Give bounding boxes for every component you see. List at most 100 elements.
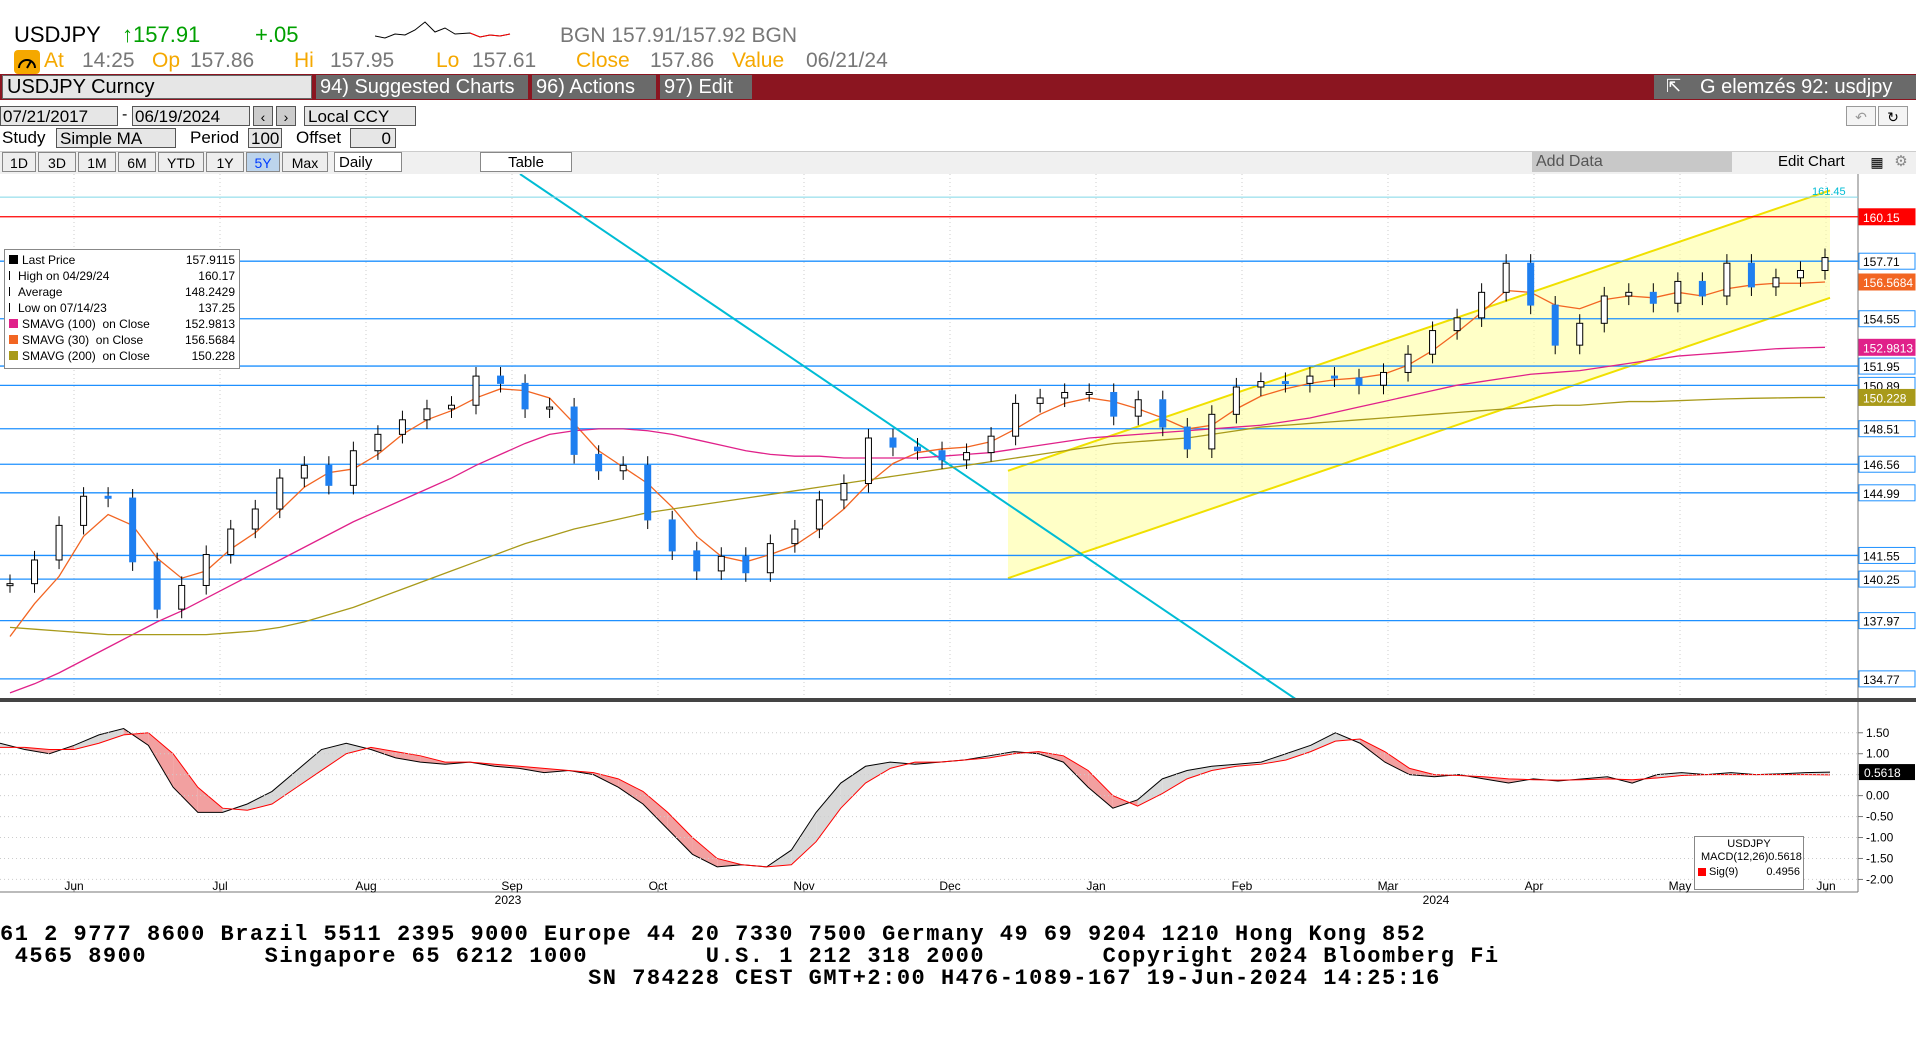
period-label: Period <box>190 128 240 147</box>
range-button-3d[interactable]: 3D <box>38 152 76 172</box>
price-tag-label: 144.99 <box>1863 487 1900 501</box>
macd-histogram-area <box>197 787 223 813</box>
macd-legend-value: 0.4956 <box>1766 866 1800 878</box>
price-tag <box>1858 420 1916 438</box>
prev-period-button[interactable]: ‹ <box>253 106 273 126</box>
chart-settings-icon[interactable]: ▦ <box>1870 154 1884 170</box>
price-tag-label: 141.55 <box>1863 549 1900 563</box>
range-button-1d[interactable]: 1D <box>2 152 36 172</box>
legend-row: High on 04/29/24 160.17 <box>9 268 235 284</box>
suggested-charts-button[interactable]: 94) Suggested Charts <box>316 75 528 99</box>
time-tick-label: May <box>1669 879 1692 893</box>
range-button-5y[interactable]: 5Y <box>246 152 280 172</box>
gear-icon[interactable]: ⚙ <box>1894 153 1908 170</box>
macd-histogram-area <box>494 764 520 769</box>
candle-body <box>1110 391 1118 417</box>
legend-swatch <box>9 351 18 360</box>
legend-row: SMAVG (100) on Close 152.9813 <box>9 316 235 332</box>
offset-label: Offset <box>296 128 342 147</box>
end-date-field[interactable]: 06/19/2024 <box>132 106 250 126</box>
price-tag-label: 151.95 <box>1863 360 1900 374</box>
macd-histogram-area <box>717 858 742 867</box>
price-chart[interactable]: 160.15 157.71 156.5684 154.55 152.9813 151.95… <box>0 174 1916 702</box>
gauge-icon[interactable] <box>14 50 40 74</box>
macd-line <box>0 728 1831 868</box>
macd-tick-label: -1.50 <box>1866 851 1894 865</box>
candle-body <box>742 555 750 574</box>
macd-histogram-area <box>1063 755 1089 788</box>
candle-body <box>1281 381 1289 385</box>
sparkline <box>375 21 511 39</box>
chart-background <box>0 174 1916 702</box>
candle-body <box>1527 262 1535 306</box>
price-tag-label: 148.51 <box>1863 423 1900 437</box>
macd-legend-value: 0.5618 <box>1768 851 1802 863</box>
macd-legend-row: MACD(12,26) 0.5618 <box>1695 850 1803 865</box>
time-tick-label: Nov <box>793 879 814 893</box>
macd-histogram-area <box>890 762 915 769</box>
legend-value: 156.5684 <box>184 333 235 347</box>
range-button-ytd[interactable]: YTD <box>158 152 204 172</box>
refresh-icon[interactable]: ↻ <box>1878 106 1908 126</box>
legend-value: 152.9813 <box>184 317 235 331</box>
frequency-select[interactable]: Daily <box>334 152 402 172</box>
year-label: 2024 <box>1423 893 1450 907</box>
edit-chart-button[interactable]: Edit Chart <box>1778 153 1845 170</box>
period-field[interactable]: 100 <box>248 128 282 148</box>
price-tag <box>1858 612 1916 630</box>
range-button-max[interactable]: Max <box>282 152 328 172</box>
actions-button[interactable]: 96) Actions <box>532 75 656 99</box>
range-button-1m[interactable]: 1M <box>78 152 116 172</box>
candle-body <box>1576 322 1584 346</box>
price-tag-label: 150.228 <box>1863 391 1907 405</box>
candle-body <box>963 452 971 461</box>
edit-button[interactable]: 97) Edit <box>660 75 752 99</box>
time-tick-label: Jul <box>212 879 227 893</box>
study-select[interactable]: Simple MA <box>56 128 176 148</box>
candle-body <box>349 450 357 486</box>
candle-body <box>227 528 235 556</box>
price-tag-label: 154.55 <box>1863 313 1900 327</box>
candle-body <box>914 446 921 452</box>
candle-body <box>1208 413 1216 450</box>
close-label: Close <box>576 49 630 72</box>
add-data-field[interactable]: Add Data <box>1532 152 1732 172</box>
legend-swatch <box>9 319 18 328</box>
next-period-button[interactable]: › <box>276 106 296 126</box>
macd-histogram-area <box>1137 778 1163 807</box>
candle-body <box>6 583 14 587</box>
macd-current-tag-label: 0.5618 <box>1864 766 1901 780</box>
range-button-6m[interactable]: 6M <box>118 152 156 172</box>
undo-icon[interactable]: ↶ <box>1846 106 1876 126</box>
currency-select[interactable]: Local CCY <box>304 106 416 126</box>
macd-histogram-area <box>642 791 668 830</box>
open-label: Op <box>152 49 181 72</box>
macd-histogram-area <box>346 743 371 754</box>
table-button[interactable]: Table <box>480 152 572 172</box>
macd-histogram-area <box>816 783 841 842</box>
legend-label: Low on 07/14/23 <box>18 301 107 315</box>
start-date-field[interactable]: 07/21/2017 <box>0 106 118 126</box>
candle-body <box>251 508 259 530</box>
ticker-symbol: USDJPY <box>14 22 101 47</box>
legend-row: Low on 07/14/23 137.25 <box>9 300 235 316</box>
security-field[interactable]: USDJPY Curncy <box>2 75 312 99</box>
candle-body <box>668 519 676 552</box>
price-tag-label: 146.56 <box>1863 458 1900 472</box>
range-button-1y[interactable]: 1Y <box>206 152 244 172</box>
macd-histogram-area <box>544 768 569 773</box>
macd-histogram-area <box>667 812 693 855</box>
candle-body <box>1012 402 1020 437</box>
price-tag-label: 160.15 <box>1863 211 1900 225</box>
offset-field[interactable]: 0 <box>350 128 396 148</box>
candle-body <box>1061 391 1069 399</box>
macd-histogram-area <box>1088 770 1113 809</box>
candle-body <box>717 555 725 572</box>
time-tick-label: Apr <box>1525 879 1544 893</box>
candle-body <box>1502 262 1510 293</box>
macd-chart[interactable]: 1.501.000.500.00-0.50-1.00-1.50-2.000.56… <box>0 702 1916 912</box>
candle-body <box>546 406 554 410</box>
year-label: 2023 <box>495 893 522 907</box>
launchpad-icon[interactable]: ⇱ <box>1666 76 1682 96</box>
macd-tick-label: -1.00 <box>1866 831 1894 845</box>
